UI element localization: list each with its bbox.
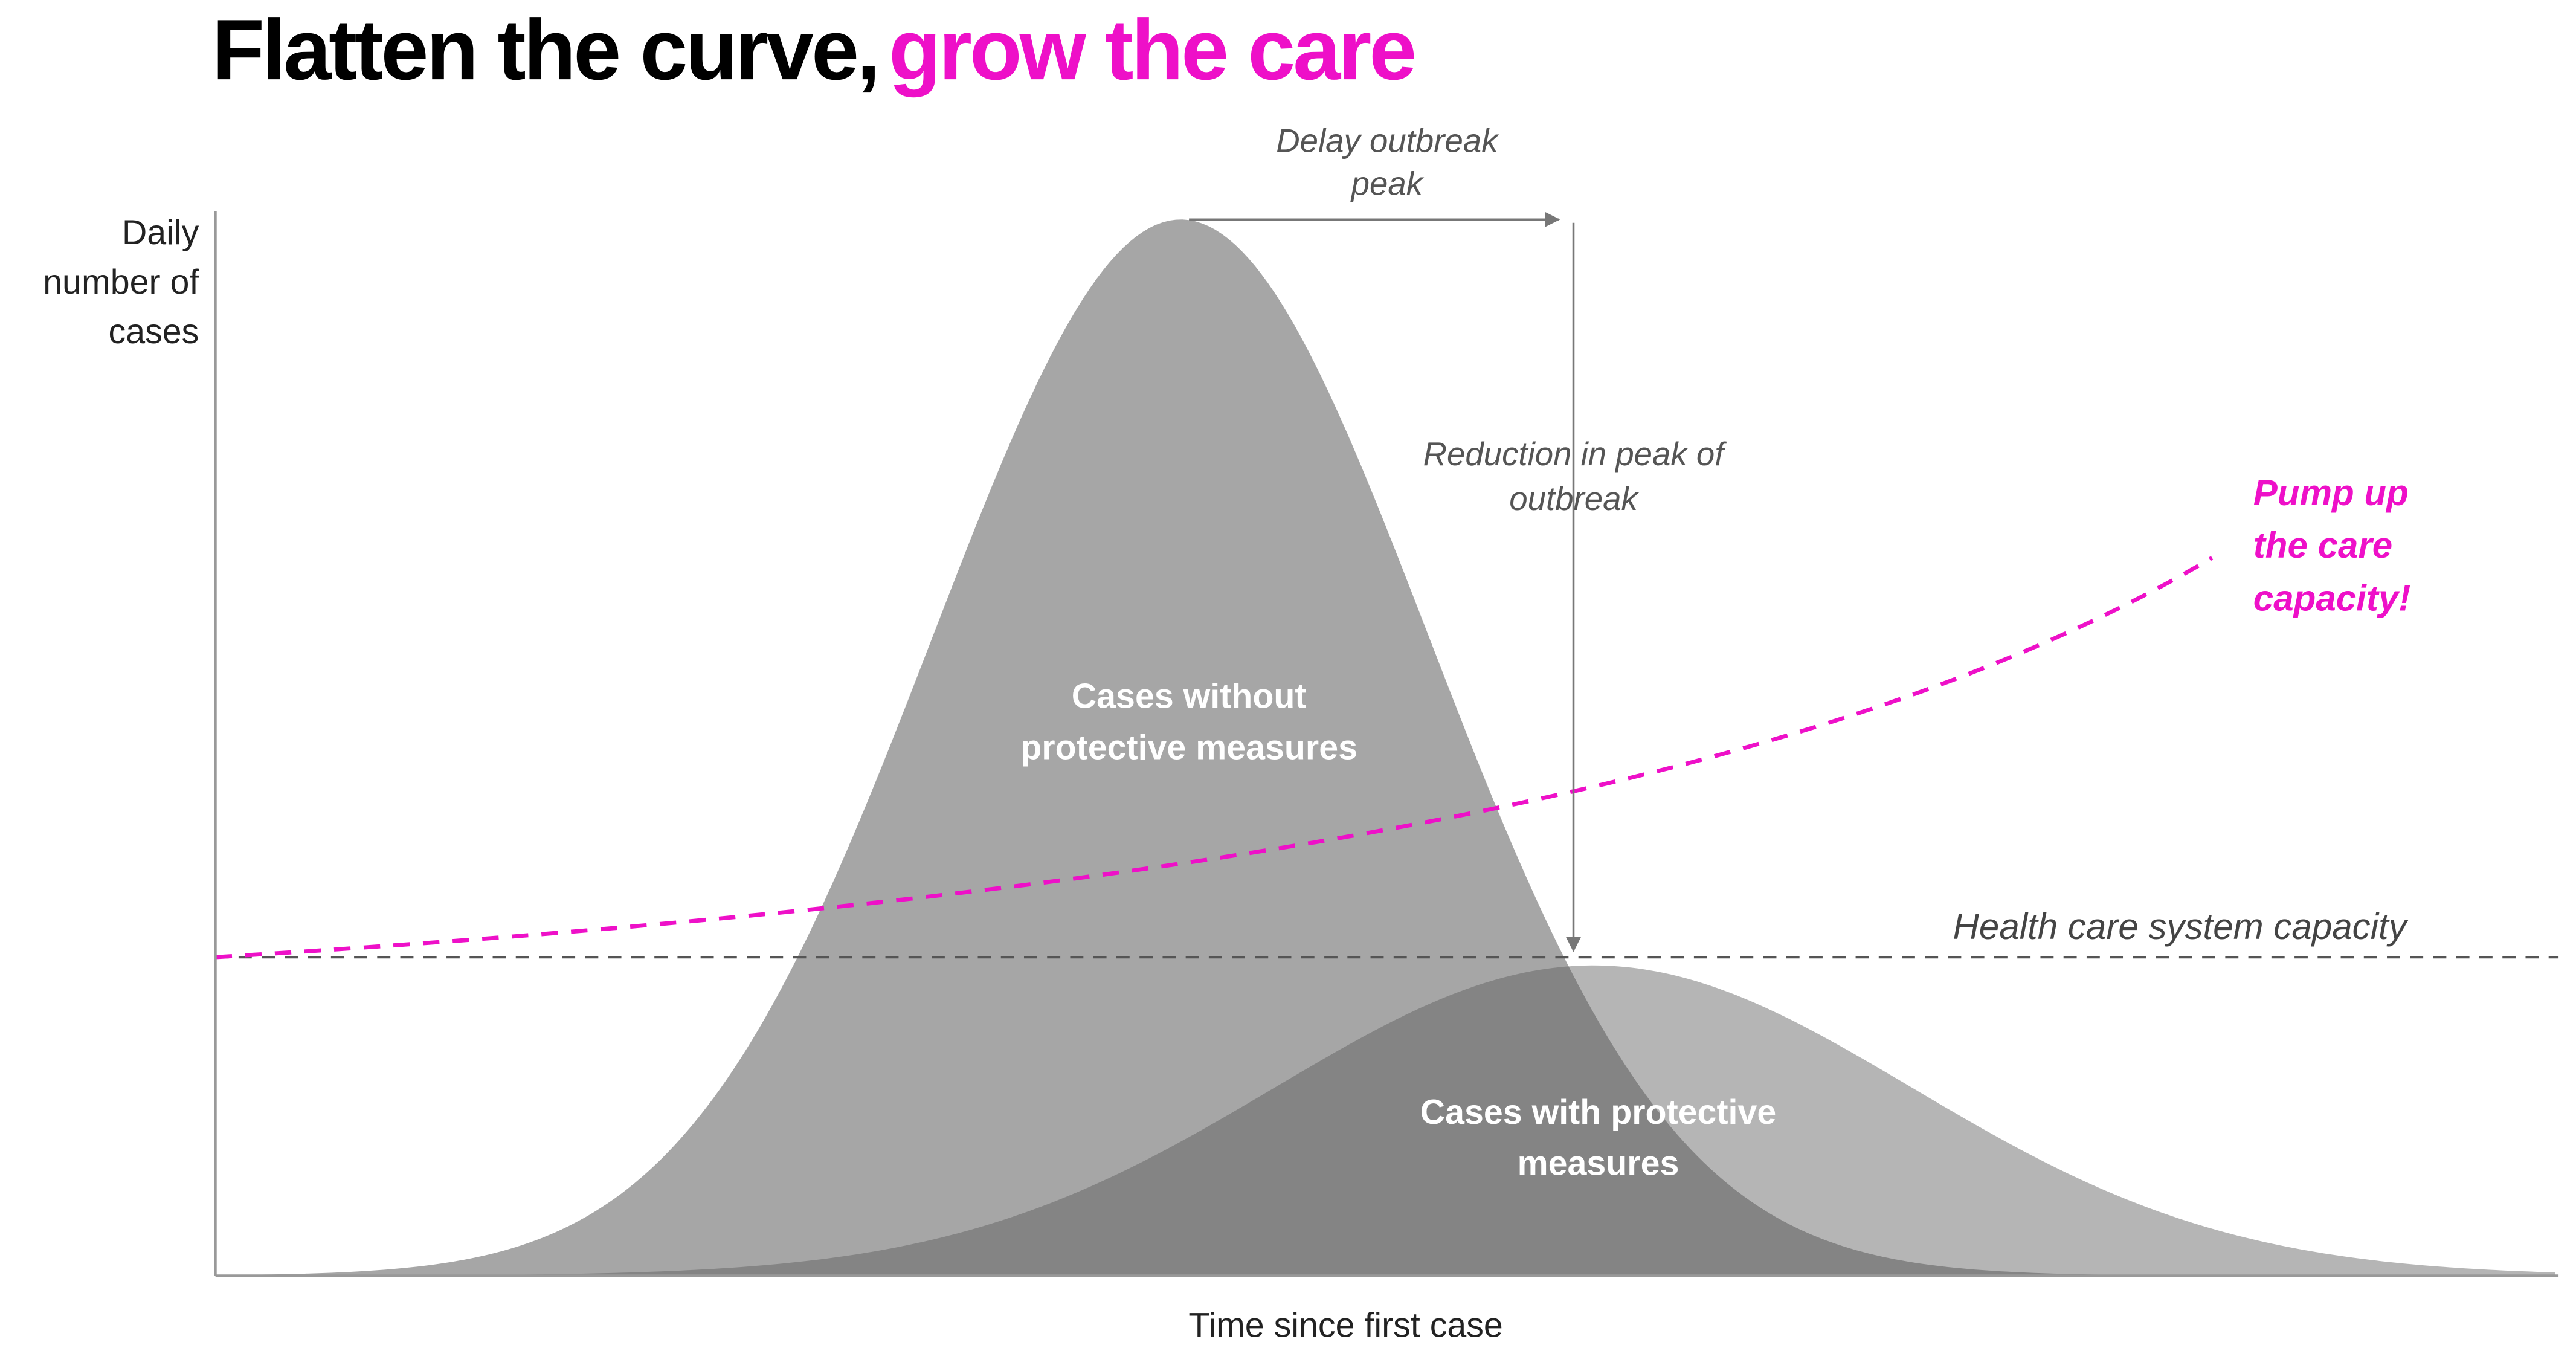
y-axis-label: cases <box>109 312 199 351</box>
pump-label: Pump up <box>2253 473 2409 513</box>
region-label: protective measures <box>1020 728 1357 767</box>
y-axis-label: Daily <box>122 213 199 252</box>
pump-label: capacity! <box>2253 578 2410 619</box>
x-axis-label: Time since first case <box>1188 1306 1502 1344</box>
reduction-label: outbreak <box>1509 480 1639 517</box>
title-highlight: grow the care <box>889 2 1414 98</box>
capacity-label: Health care system capacity <box>1953 906 2409 947</box>
delay-label: peak <box>1350 165 1425 202</box>
region-label: Cases with protective <box>1420 1093 1777 1132</box>
pump-label: the care <box>2253 525 2392 566</box>
region-label: measures <box>1518 1144 1679 1183</box>
title: Flatten the curve, grow the care <box>212 2 1414 98</box>
title-main: Flatten the curve, <box>212 2 878 98</box>
y-axis-label: number of <box>43 263 199 302</box>
curve-with-measures <box>495 965 2555 1276</box>
region-label: Cases without <box>1072 677 1307 716</box>
capacity-growth-curve <box>215 556 2214 960</box>
curve-without-measures <box>231 219 2146 1276</box>
delay-label: Delay outbreak <box>1276 122 1499 159</box>
reduction-label: Reduction in peak of <box>1423 436 1727 473</box>
